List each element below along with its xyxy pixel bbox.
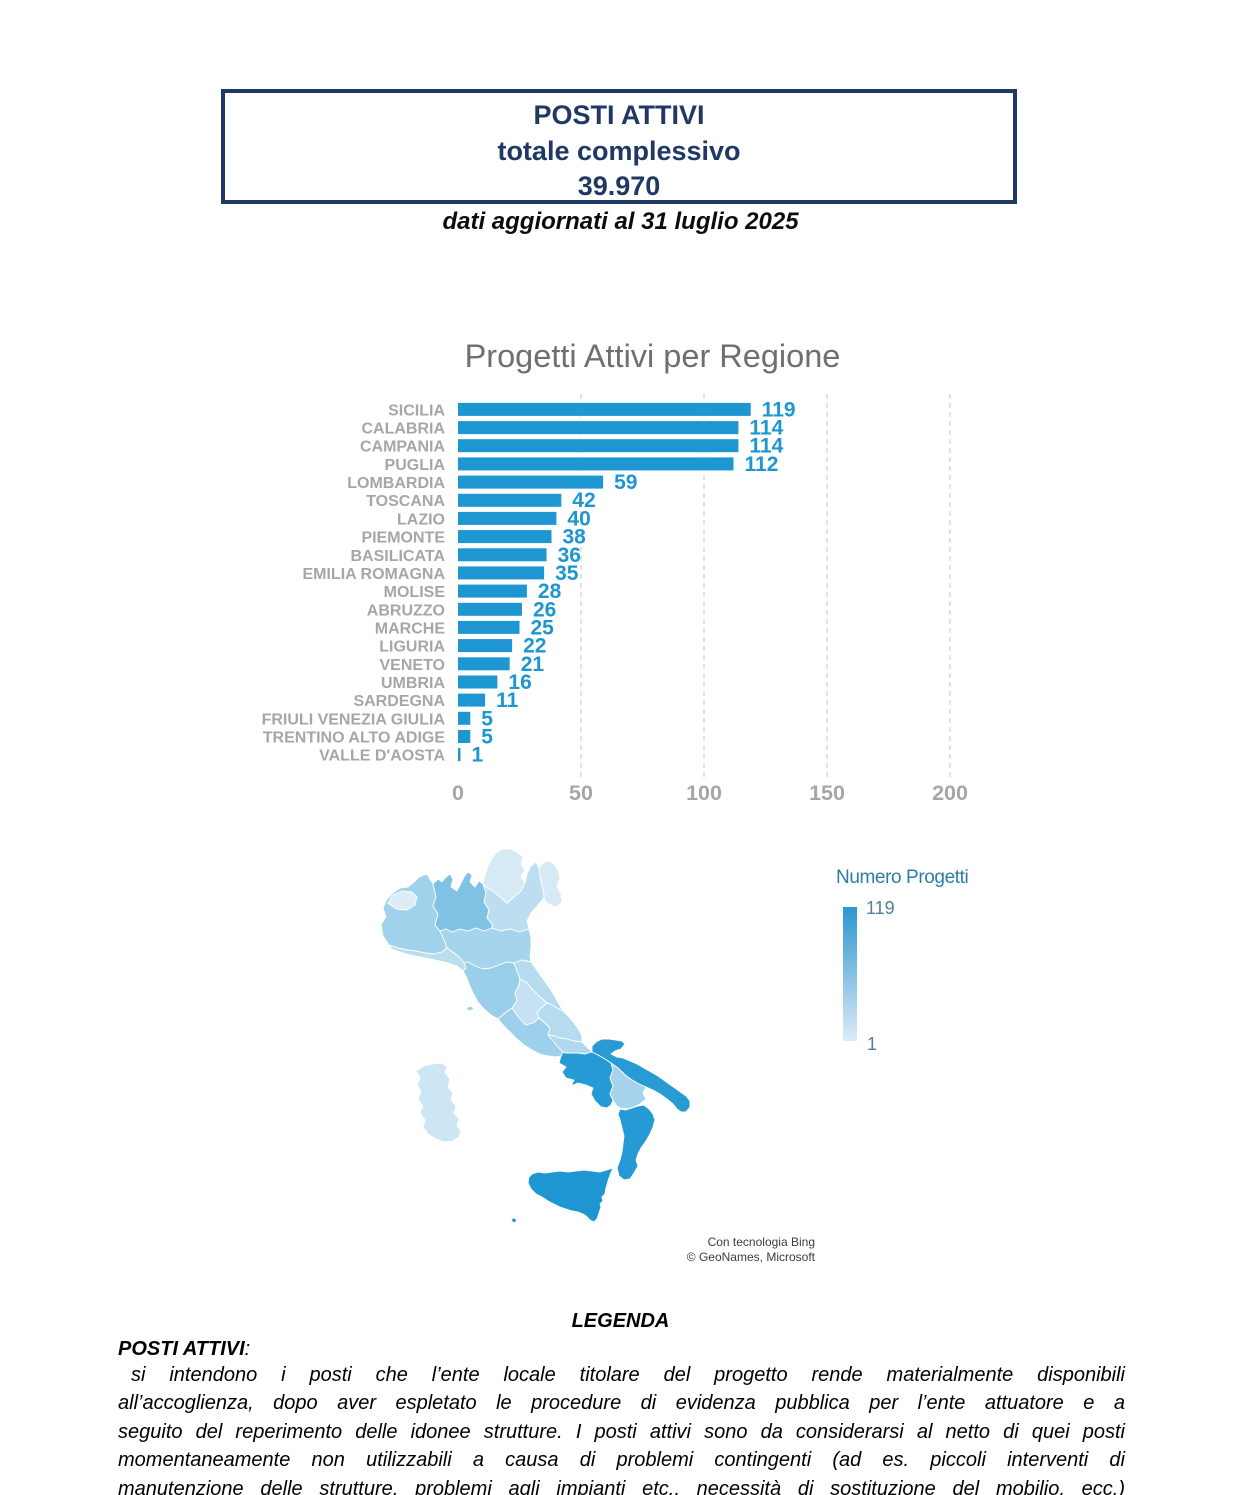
svg-text:114: 114	[749, 417, 783, 440]
svg-text:35: 35	[555, 562, 579, 585]
svg-text:SICILIA: SICILIA	[388, 402, 445, 419]
svg-text:SARDEGNA: SARDEGNA	[353, 693, 445, 710]
svg-text:119: 119	[762, 398, 796, 421]
svg-text:36: 36	[558, 544, 581, 567]
svg-text:0: 0	[452, 781, 464, 805]
svg-text:200: 200	[932, 781, 968, 805]
svg-text:21: 21	[521, 653, 545, 676]
svg-text:150: 150	[809, 781, 845, 805]
svg-text:MARCHE: MARCHE	[375, 620, 446, 637]
svg-text:ABRUZZO: ABRUZZO	[367, 602, 445, 619]
svg-text:LOMBARDIA: LOMBARDIA	[347, 475, 445, 492]
svg-text:25: 25	[531, 616, 555, 639]
svg-text:16: 16	[508, 671, 531, 694]
svg-text:59: 59	[614, 471, 637, 494]
svg-text:TOSCANA: TOSCANA	[366, 493, 445, 510]
svg-text:5: 5	[481, 707, 493, 730]
svg-text:40: 40	[567, 507, 590, 530]
svg-text:CAMPANIA: CAMPANIA	[360, 439, 445, 456]
svg-text:1: 1	[472, 744, 484, 767]
svg-text:VENETO: VENETO	[380, 657, 446, 674]
svg-text:26: 26	[533, 598, 556, 621]
svg-text:LIGURIA: LIGURIA	[379, 639, 445, 656]
svg-text:TRENTINO ALTO ADIGE: TRENTINO ALTO ADIGE	[263, 730, 446, 747]
svg-text:100: 100	[686, 781, 722, 805]
svg-text:22: 22	[523, 635, 546, 658]
svg-text:114: 114	[749, 435, 783, 458]
svg-text:EMILIA ROMAGNA: EMILIA ROMAGNA	[302, 566, 445, 583]
svg-text:50: 50	[569, 781, 593, 805]
svg-text:MOLISE: MOLISE	[384, 584, 446, 601]
svg-text:PUGLIA: PUGLIA	[385, 457, 446, 474]
svg-text:38: 38	[563, 526, 587, 549]
svg-text:112: 112	[745, 453, 779, 476]
svg-text:FRIULI VENEZIA GIULIA: FRIULI VENEZIA GIULIA	[262, 711, 446, 728]
svg-text:BASILICATA: BASILICATA	[350, 548, 445, 565]
svg-text:LAZIO: LAZIO	[397, 511, 445, 528]
svg-text:CALABRIA: CALABRIA	[361, 421, 445, 438]
svg-text:UMBRIA: UMBRIA	[381, 675, 445, 692]
svg-text:PIEMONTE: PIEMONTE	[361, 530, 445, 547]
svg-text:5: 5	[481, 726, 493, 749]
svg-text:11: 11	[496, 689, 519, 712]
svg-text:28: 28	[538, 580, 562, 603]
svg-text:42: 42	[572, 489, 595, 512]
svg-text:VALLE D'AOSTA: VALLE D'AOSTA	[319, 748, 445, 765]
